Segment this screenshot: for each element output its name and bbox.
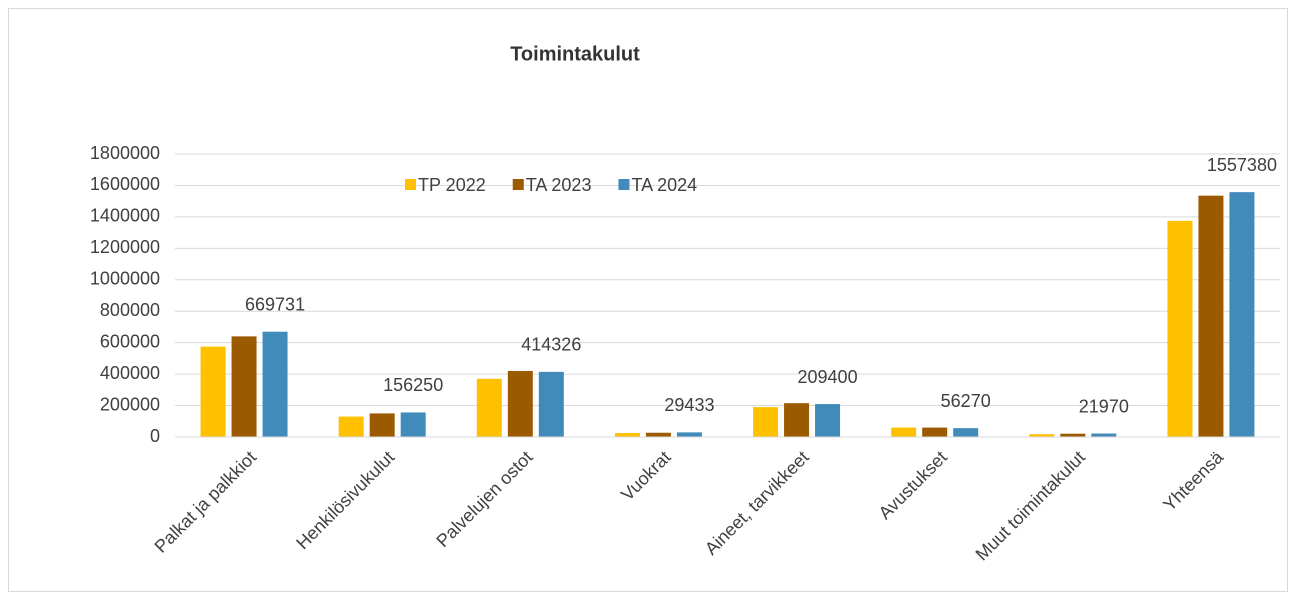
bar (753, 407, 779, 437)
bar (400, 412, 426, 437)
data-label: 21970 (1079, 396, 1129, 416)
y-tick-label: 200000 (100, 394, 160, 414)
legend-swatch (618, 179, 630, 190)
bar (231, 336, 257, 437)
bar (922, 427, 948, 437)
data-label: 669731 (245, 294, 305, 314)
data-label: 1557380 (1207, 155, 1277, 175)
chart-title: Toimintakulut (510, 43, 640, 65)
data-label: 414326 (521, 335, 581, 355)
data-label: 56270 (941, 391, 991, 411)
y-tick-label: 1400000 (90, 206, 160, 226)
bar (262, 331, 288, 437)
legend-swatch (405, 179, 416, 190)
bar (614, 433, 640, 437)
bar (1029, 434, 1055, 437)
y-tick-label: 1600000 (90, 174, 160, 194)
bar (1229, 192, 1255, 437)
bar (784, 403, 810, 437)
legend-label: TP 2022 (418, 175, 486, 195)
legend-label: TA 2024 (631, 175, 697, 195)
y-tick-label: 1200000 (90, 237, 160, 257)
bar (815, 404, 841, 437)
chart-frame (8, 8, 1288, 592)
bar (1167, 220, 1193, 437)
bar (1198, 195, 1224, 437)
y-tick-label: 0 (150, 426, 160, 446)
bar (1091, 433, 1117, 437)
bar (476, 378, 502, 437)
legend-label: TA 2023 (526, 175, 592, 195)
bar (338, 416, 364, 437)
data-label: 209400 (798, 367, 858, 387)
bar (200, 346, 226, 437)
bar (369, 413, 395, 437)
bar (1060, 433, 1086, 437)
bar (645, 432, 671, 437)
bar (507, 370, 533, 437)
data-label: 156250 (383, 375, 443, 395)
data-label: 29433 (664, 395, 714, 415)
y-tick-label: 800000 (100, 300, 160, 320)
bar (676, 432, 702, 437)
y-tick-label: 1800000 (90, 143, 160, 163)
y-tick-label: 400000 (100, 363, 160, 383)
legend-swatch (512, 179, 524, 190)
bar (953, 428, 979, 437)
y-tick-label: 600000 (100, 331, 160, 351)
y-tick-label: 1000000 (90, 269, 160, 289)
bar (538, 371, 564, 437)
bar (891, 427, 917, 437)
